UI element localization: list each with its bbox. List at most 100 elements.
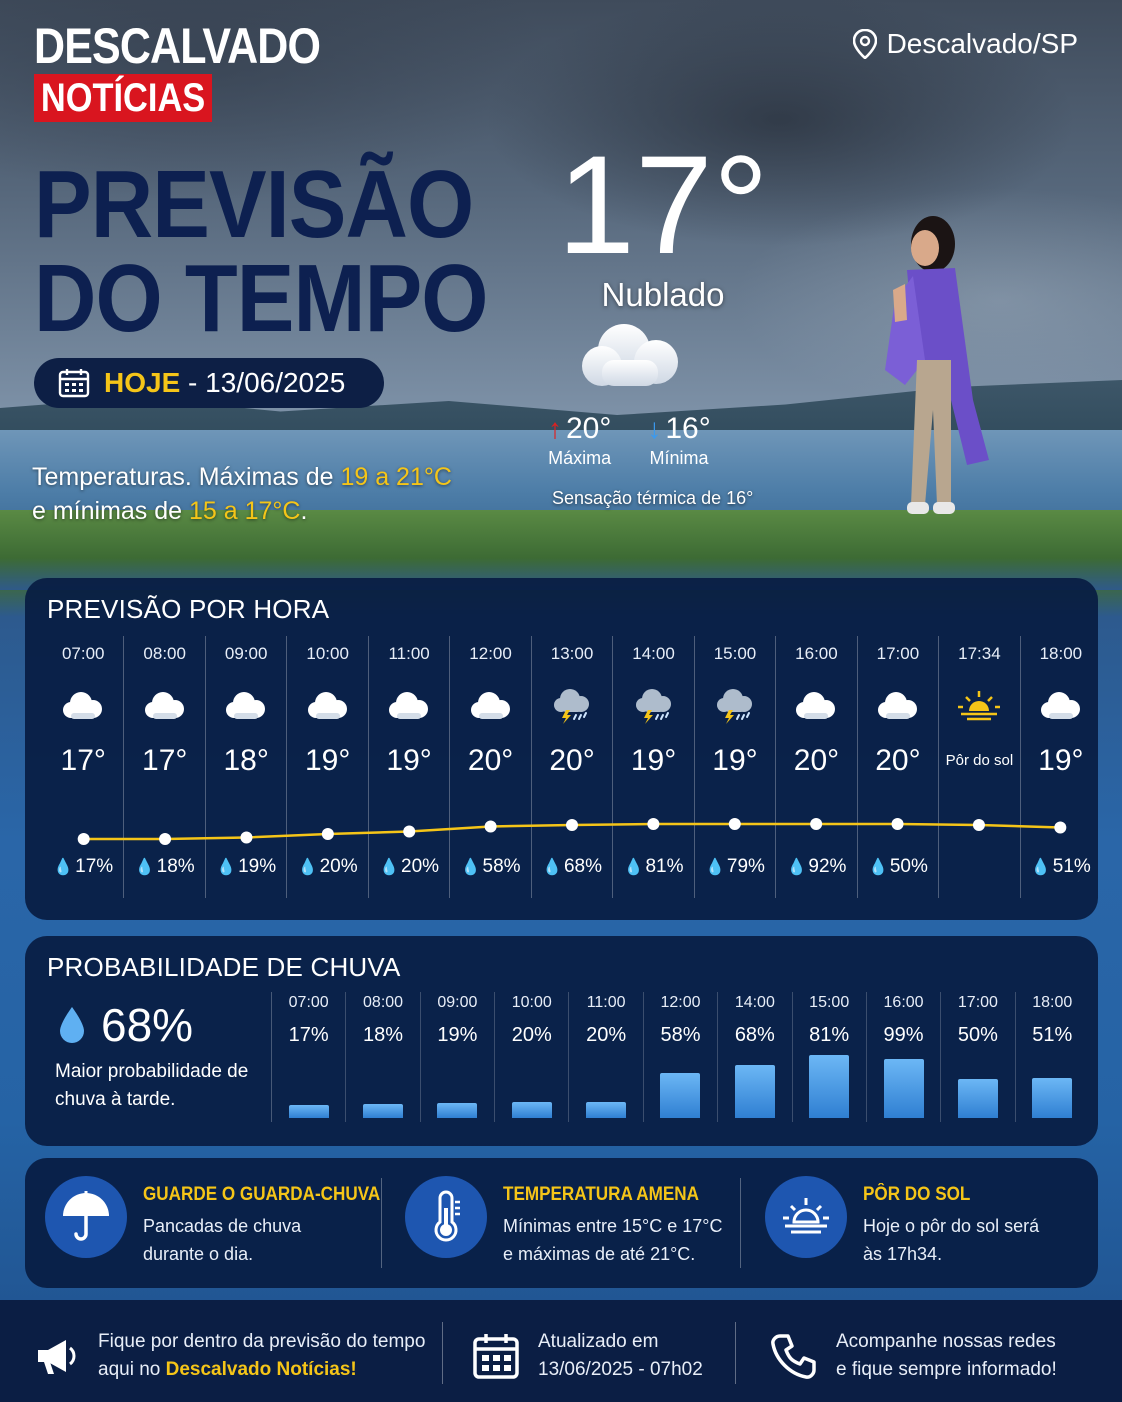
summary-end: . xyxy=(300,497,308,525)
hourly-temp: 20° xyxy=(793,744,840,777)
hourly-icon xyxy=(450,678,530,732)
divider xyxy=(735,1322,736,1384)
rain-item: 17:00 50% xyxy=(941,992,1016,1122)
hourly-temp: 20° xyxy=(549,744,595,777)
hourly-rain-value: 20% xyxy=(319,856,358,877)
hourly-item: 12:00 20° 💧 58% xyxy=(450,636,532,898)
hourly-item: 16:00 20° 💧 92% xyxy=(776,636,858,898)
rain-pct: 50% xyxy=(957,1024,998,1046)
hourly-item: 14:00 19° 💧 81% xyxy=(613,636,695,898)
rain-probability-panel: PROBABILIDADE DE CHUVA 68% Maior probabi… xyxy=(25,936,1098,1146)
sunset-icon xyxy=(783,1198,829,1234)
hourly-rain: 💧 79% xyxy=(695,856,775,878)
hourly-rain: 💧 51% xyxy=(1021,856,1101,878)
cloud-icon xyxy=(226,692,266,719)
footer-brand-link[interactable]: Descalvado Notícias! xyxy=(165,1359,357,1380)
rain-bar xyxy=(288,1105,329,1118)
rain-max: 68% xyxy=(57,998,193,1052)
date-value: 13/06/2025 xyxy=(205,367,346,398)
rain-bar xyxy=(660,1073,701,1118)
hourly-time: 08:00 xyxy=(143,644,186,663)
hourly-rain: 💧 18% xyxy=(124,856,204,878)
date-badge: HOJE - 13/06/2025 xyxy=(34,358,384,408)
megaphone-icon xyxy=(38,1340,76,1374)
cloud-icon xyxy=(877,692,917,719)
hourly-rain-value: 50% xyxy=(889,856,928,877)
hourly-time: 13:00 xyxy=(550,644,594,663)
cloud-icon xyxy=(144,692,184,719)
cloud-icon xyxy=(796,692,836,719)
hourly-rain: 💧 20% xyxy=(287,856,367,878)
raindrop-icon: 💧 xyxy=(460,859,481,876)
tips-panel: GUARDE O GUARDA-CHUVA Pancadas de chuva d… xyxy=(25,1158,1098,1288)
arrow-down-icon: ↓ xyxy=(647,413,662,444)
hourly-icon xyxy=(695,678,775,732)
rain-bar xyxy=(809,1055,850,1118)
thermometer-icon xyxy=(434,1190,460,1242)
hourly-item: 11:00 19° 💧 20% xyxy=(369,636,451,898)
rain-pct: 99% xyxy=(883,1024,924,1046)
rain-time: 10:00 xyxy=(511,994,552,1011)
rain-pct: 68% xyxy=(734,1024,775,1046)
cloud-icon xyxy=(1040,692,1080,719)
current-weather: 17° Nublado xyxy=(548,126,778,314)
sunset-icon xyxy=(958,691,1001,721)
rain-time: 17:00 xyxy=(957,994,998,1011)
max-min-temperatures: ↑ 20° Máxima ↓ 16° Mínima xyxy=(548,412,711,469)
hourly-item: 07:00 17° 💧 17% xyxy=(43,636,125,898)
hourly-temp: 18° xyxy=(223,744,269,777)
thunderstorm-icon xyxy=(716,689,752,724)
hourly-rain-value: 79% xyxy=(726,856,765,877)
raindrop-icon: 💧 xyxy=(134,859,155,876)
rain-bar xyxy=(957,1079,998,1118)
min-value: 16° xyxy=(665,412,711,445)
rain-time: 11:00 xyxy=(586,994,626,1011)
hourly-item: 10:00 19° 💧 20% xyxy=(287,636,369,898)
hourly-rain-value: 17% xyxy=(75,856,114,877)
hourly-icon xyxy=(939,678,1019,732)
rain-bar xyxy=(511,1102,552,1118)
tip-umbrella-line1: Pancadas de chuva xyxy=(143,1216,302,1236)
rain-item: 11:00 20% xyxy=(569,992,644,1122)
tip-umbrella-title: GUARDE O GUARDA-CHUVA xyxy=(143,1184,381,1205)
rain-time: 12:00 xyxy=(660,994,701,1011)
rain-item: 18:00 51% xyxy=(1016,992,1089,1122)
woman-illustration xyxy=(885,216,989,514)
raindrop-icon: 💧 xyxy=(867,859,888,876)
footer-promo-line2: aqui no xyxy=(98,1359,166,1380)
tip-temperature-line1: Mínimas entre 15°C e 17°C xyxy=(503,1216,723,1236)
rain-pct: 18% xyxy=(363,1024,404,1046)
raindrop-icon: 💧 xyxy=(705,859,725,876)
current-temperature: 17° xyxy=(557,126,769,283)
hourly-icon xyxy=(858,678,938,732)
hourly-time: 07:00 xyxy=(61,644,105,663)
tip-sunset: PÔR DO SOL Hoje o pôr do sol será às 17h3… xyxy=(765,1176,1039,1268)
cloud-icon xyxy=(307,692,347,719)
hourly-item: 17:34 Pôr do sol xyxy=(939,636,1021,898)
summary-min: 15 a 17°C xyxy=(189,497,301,525)
raindrop-icon: 💧 xyxy=(1030,859,1051,876)
tip-umbrella-circle xyxy=(45,1176,127,1258)
hourly-icon xyxy=(369,678,449,732)
hourly-columns: 07:00 17° 💧 17% 08:00 17° 💧 18% 09:00 18° 💧 19% 10:0… xyxy=(43,636,1101,898)
raindrop-icon xyxy=(60,1007,84,1043)
rain-item: 08:00 18% xyxy=(346,992,421,1122)
raindrop-icon: 💧 xyxy=(53,859,74,876)
footer-social-line2: e fique sempre informado! xyxy=(836,1359,1057,1380)
raindrop-icon: 💧 xyxy=(379,859,400,876)
hourly-time: 10:00 xyxy=(306,644,349,663)
hourly-rain-value: 51% xyxy=(1052,856,1091,877)
cloud-icon xyxy=(470,692,510,719)
tip-sunset-line2: às 17h34. xyxy=(863,1244,943,1264)
tip-temperature-line2: e máximas de até 21°C. xyxy=(503,1244,696,1264)
footer: Fique por dentro da previsão do tempo aqu… xyxy=(0,1300,1122,1402)
location-pin-icon xyxy=(852,29,877,59)
date-separator: - xyxy=(180,367,206,398)
brand-logo: DESCALVADO NOTÍCIAS xyxy=(34,18,367,122)
hourly-rain: 💧 81% xyxy=(613,856,693,878)
footer-social-line1: Acompanhe nossas redes xyxy=(836,1331,1056,1352)
min-temperature: ↓ 16° Mínima xyxy=(647,412,710,469)
hourly-rain-value: 19% xyxy=(238,856,277,877)
hourly-time: 14:00 xyxy=(632,644,675,663)
raindrop-icon: 💧 xyxy=(542,859,562,876)
